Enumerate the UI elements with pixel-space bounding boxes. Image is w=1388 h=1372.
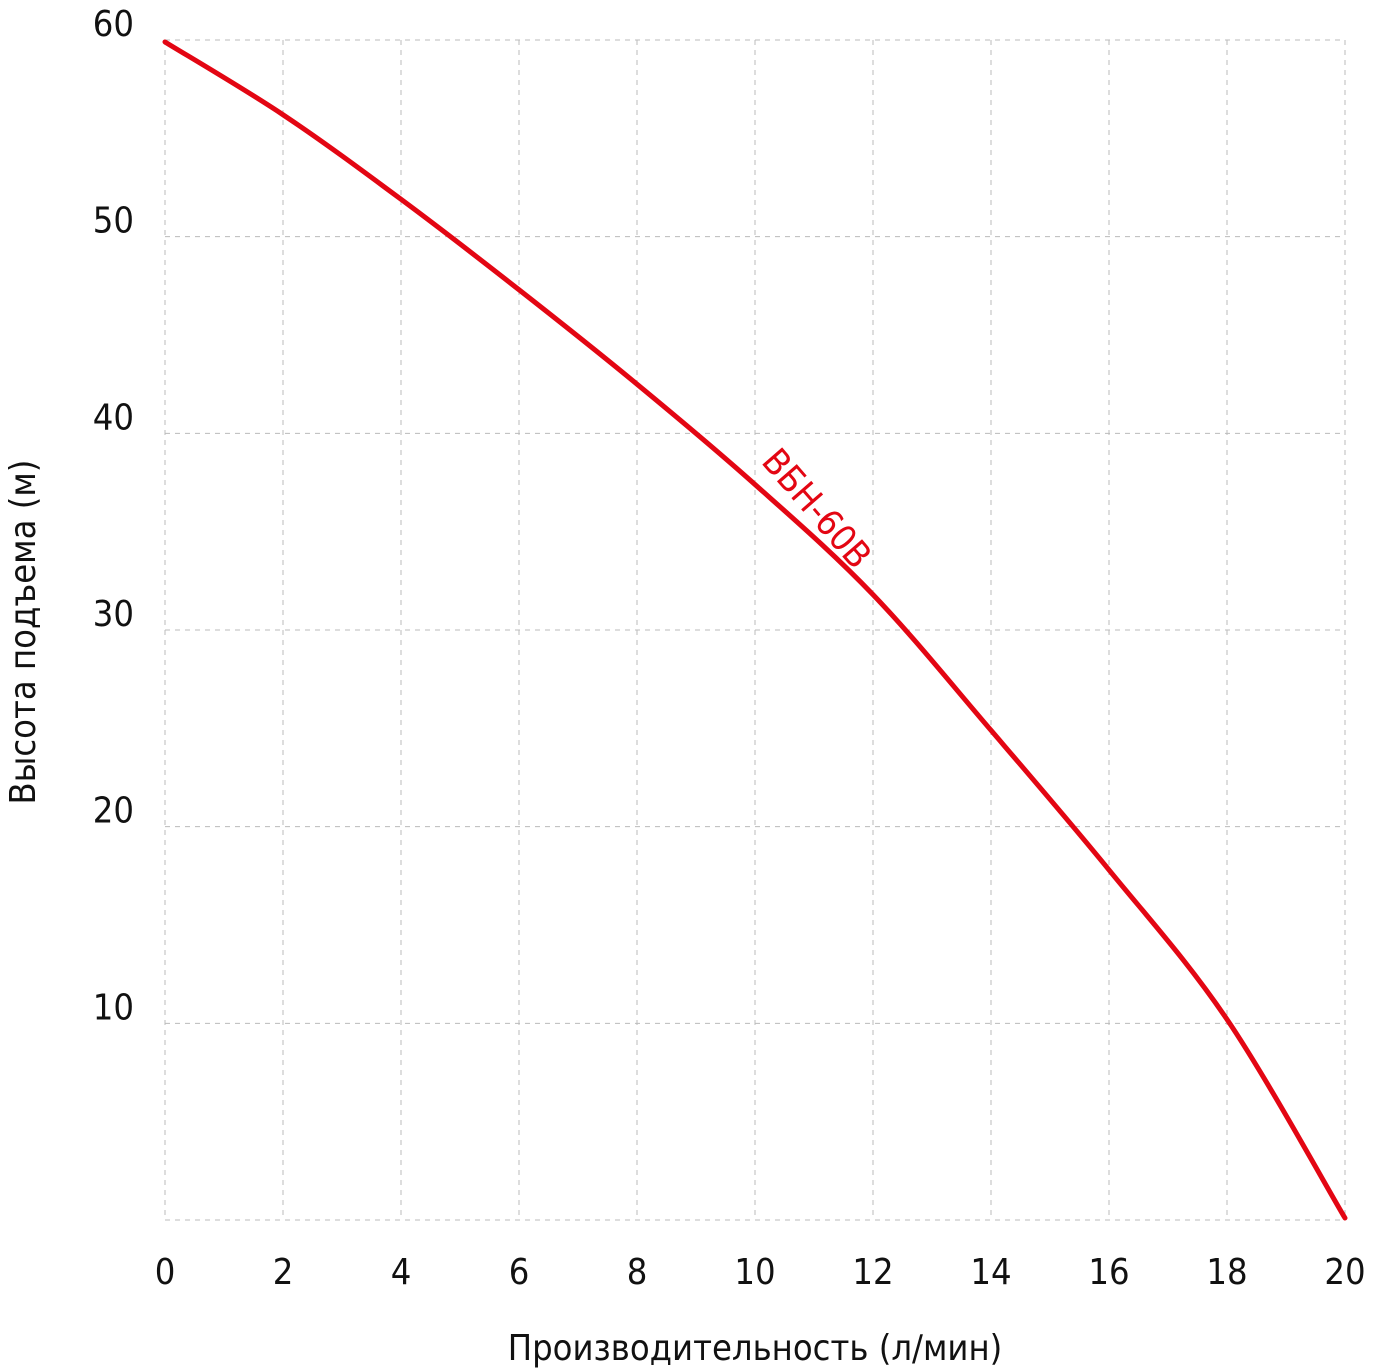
x-tick-label: 18 — [1206, 1252, 1247, 1293]
x-tick-label: 12 — [852, 1252, 893, 1293]
y-tick-label: 20 — [93, 791, 134, 832]
y-axis-label: Высота подъема (м) — [3, 460, 44, 805]
annotation: ВБН-60В — [753, 441, 878, 577]
x-axis-label: Производительность (л/мин) — [508, 1328, 1003, 1369]
line — [162, 39, 1348, 1221]
y-tick-label: 60 — [93, 4, 134, 45]
y-tick-label: 30 — [93, 594, 134, 635]
x-tick-label: 0 — [155, 1252, 176, 1293]
y-tick-label: 10 — [93, 987, 134, 1028]
x-tick-label: 20 — [1324, 1252, 1365, 1293]
y-tick-label: 40 — [93, 397, 134, 438]
x-tick-label: 14 — [970, 1252, 1011, 1293]
x-tick-label: 6 — [509, 1252, 530, 1293]
x-tick-label: 10 — [734, 1252, 775, 1293]
y-tick-label: 50 — [93, 201, 134, 242]
x-tick-label: 8 — [627, 1252, 648, 1293]
x-tick-label: 4 — [391, 1252, 412, 1293]
x-tick-label: 2 — [273, 1252, 294, 1293]
x-tick-label: 16 — [1088, 1252, 1129, 1293]
